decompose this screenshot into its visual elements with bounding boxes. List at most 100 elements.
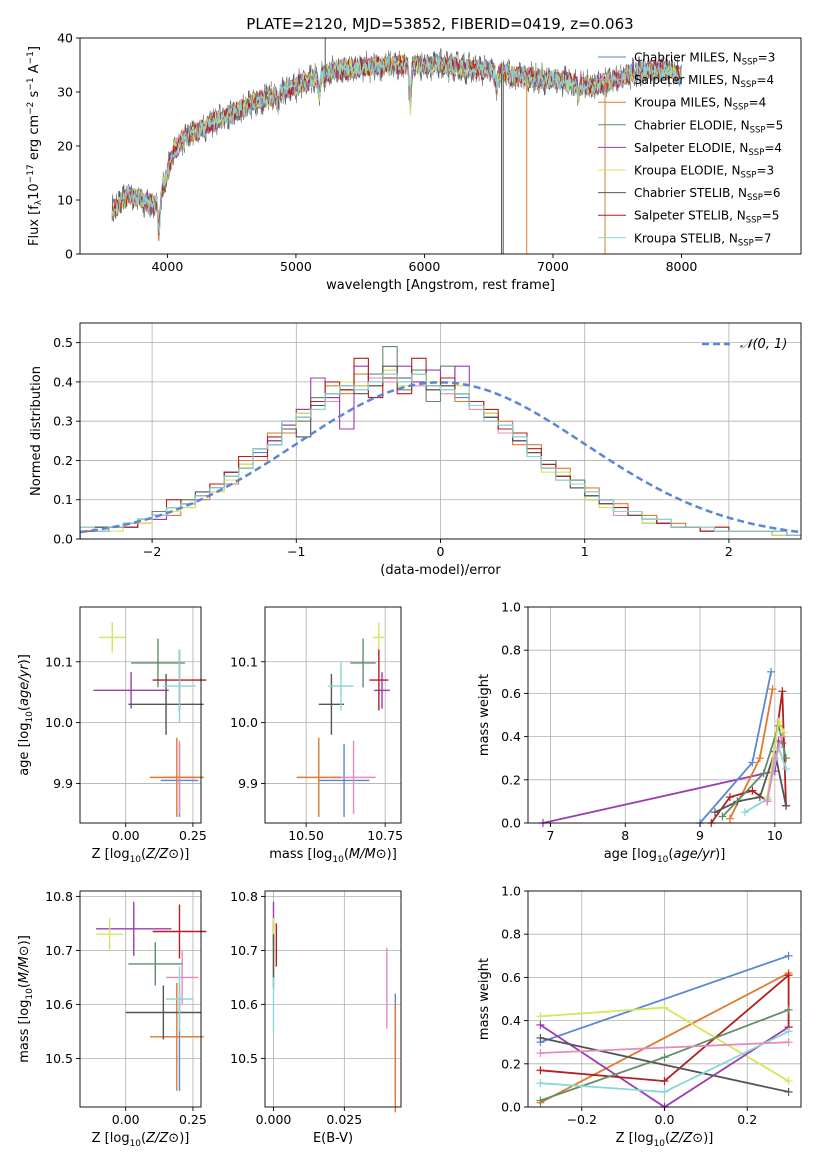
y-axis-label: age [log10(age/yr)] xyxy=(17,654,35,776)
axes-frame xyxy=(264,890,402,1108)
legend-label: Chabrier STELIB, NSSP=6 xyxy=(634,186,781,203)
age-vs-Z-panel: 0.00 0.25 9.9 10.0 10.1 Z [log10(Z/Z⊙)] age [l… xyxy=(17,606,207,865)
legend-label: Kroupa ELODIE, NSSP=3 xyxy=(634,164,774,181)
y-tick-label: 0.8 xyxy=(501,643,521,658)
x-tick-label: 0.025 xyxy=(326,1112,362,1127)
spectrum-lines xyxy=(111,38,682,254)
mass-vs-Z-panel: 0.00 0.25 10.5 10.6 10.7 10.8 Z [log10(Z/Z⊙)] m… xyxy=(17,889,207,1149)
y-tick-label: 0.4 xyxy=(501,1013,521,1028)
x-tick-label: 0 xyxy=(437,544,445,559)
y-tick-label: 0 xyxy=(65,247,73,262)
y-tick-label: 10 xyxy=(57,193,73,208)
y-tick-label: 40 xyxy=(57,31,73,46)
y-tick-label: 10.5 xyxy=(45,1051,73,1066)
x-tick-label: 5000 xyxy=(280,259,312,274)
x-tick-label: 8 xyxy=(621,828,629,843)
y-tick-label: 1.0 xyxy=(501,884,521,899)
spectrum-legend: Chabrier MILES, NSSP=3 Salpeter MILES, NS… xyxy=(598,51,783,248)
y-tick-label: 0.2 xyxy=(501,772,521,787)
legend-label: Salpeter ELODIE, NSSP=4 xyxy=(634,141,782,158)
legend-label: Salpeter STELIB, NSSP=5 xyxy=(634,209,779,226)
y-tick-label: 0.5 xyxy=(53,335,73,350)
y-axis-label: mass weight xyxy=(477,674,492,756)
y-tick-label: 0.4 xyxy=(53,374,73,389)
x-tick-label: 9 xyxy=(696,828,704,843)
y-tick-label: 0.2 xyxy=(501,1056,521,1071)
y-tick-label: 0.0 xyxy=(501,1100,521,1115)
x-tick-label: 0.000 xyxy=(256,1112,292,1127)
x-axis-label: wavelength [Angstrom, rest frame] xyxy=(326,278,555,293)
y-tick-label: 30 xyxy=(57,85,73,100)
weight-line xyxy=(721,722,787,818)
y-axis-label: mass [log10(M/M⊙)] xyxy=(17,935,35,1063)
y-tick-label: 10.1 xyxy=(230,654,258,669)
histograms xyxy=(80,346,801,539)
y-tick-label: 20 xyxy=(57,139,73,154)
x-axis-label: Z [log10(Z/Z⊙)] xyxy=(92,1131,190,1149)
y-tick-label: 0.6 xyxy=(501,970,521,985)
y-tick-label: 0.1 xyxy=(53,492,73,507)
legend-label: 𝒩(0, 1) xyxy=(740,337,787,352)
weight-line xyxy=(540,954,789,1044)
spectrum-line xyxy=(111,55,682,234)
y-tick-label: 0.0 xyxy=(501,816,521,831)
y-tick-label: 10.1 xyxy=(45,654,73,669)
x-tick-label: 10.50 xyxy=(288,828,324,843)
x-axis-label: E(B-V) xyxy=(313,1131,353,1146)
spectrum-panel: 4000 5000 6000 7000 8000 0 10 20 30 40 wavelength … xyxy=(26,31,802,293)
weight-line xyxy=(540,1041,789,1054)
x-tick-label: 6000 xyxy=(409,259,441,274)
mass-vs-ebv-panel: 0.000 0.025 10.5 10.6 10.7 10.8 E(B-V) xyxy=(230,889,402,1146)
y-tick-label: 10.6 xyxy=(230,997,258,1012)
x-tick-label: 0.00 xyxy=(112,828,140,843)
x-tick-label: −0.2 xyxy=(567,1112,597,1127)
spectrum-line xyxy=(111,55,682,231)
y-tick-label: 10.6 xyxy=(45,997,73,1012)
y-tick-label: 0.6 xyxy=(501,686,521,701)
axes-frame xyxy=(527,606,802,824)
y-tick-label: 1.0 xyxy=(501,600,521,615)
y-tick-label: 0.8 xyxy=(501,927,521,942)
y-tick-label: 10.5 xyxy=(230,1051,258,1066)
residuals-panel: −2 −1 0 1 2 0.0 0.1 0.2 0.3 0.4 0.5 (data-model)/er… xyxy=(29,322,802,578)
y-tick-label: 10.0 xyxy=(45,715,73,730)
y-axis-label: Normed distribution xyxy=(29,366,44,496)
x-tick-label: 0.25 xyxy=(179,828,207,843)
x-tick-label: 0.25 xyxy=(179,1112,207,1127)
x-tick-label: −2 xyxy=(143,544,161,559)
x-tick-label: −1 xyxy=(287,544,305,559)
y-tick-label: 9.9 xyxy=(53,776,73,791)
x-tick-label: 10.75 xyxy=(367,828,403,843)
x-tick-label: 7 xyxy=(546,828,554,843)
gaussian-curve xyxy=(80,381,801,534)
y-tick-label: 0.3 xyxy=(53,414,73,429)
x-tick-label: 0.2 xyxy=(737,1112,757,1127)
x-tick-label: 0.00 xyxy=(112,1112,140,1127)
x-tick-label: 2 xyxy=(725,544,733,559)
y-tick-label: 0.4 xyxy=(501,729,521,744)
y-tick-label: 10.7 xyxy=(45,943,73,958)
axes-frame xyxy=(264,606,402,824)
y-tick-label: 10.8 xyxy=(230,889,258,904)
x-axis-label: age [log10(age/yr)] xyxy=(604,847,726,865)
figure-title: PLATE=2120, MJD=53852, FIBERID=0419, z=0… xyxy=(246,15,633,33)
legend-label: Chabrier MILES, NSSP=3 xyxy=(634,51,775,68)
x-tick-label: 7000 xyxy=(537,259,569,274)
histogram-series xyxy=(80,373,801,539)
x-tick-label: 1 xyxy=(581,544,589,559)
y-axis-label: mass weight xyxy=(477,958,492,1040)
y-axis-label: Flux [fλ10−17 erg cm−2 s−1 A−1] xyxy=(26,46,44,246)
x-axis-label: (data-model)/error xyxy=(380,563,501,578)
y-tick-label: 9.9 xyxy=(238,776,258,791)
age-vs-mass-panel: 10.50 10.75 9.9 10.0 10.1 mass [log10(M/M⊙)] xyxy=(230,606,403,865)
legend-label: Kroupa STELIB, NSSP=7 xyxy=(634,231,772,248)
x-tick-label: 0.0 xyxy=(655,1112,675,1127)
x-tick-label: 4000 xyxy=(151,259,183,274)
legend-label: Kroupa MILES, NSSP=4 xyxy=(634,96,766,113)
mass-weight-vs-Z-panel: −0.2 0.0 0.2 0.0 0.2 0.4 0.6 0.8 1.0 Z [log10(Z/Z… xyxy=(477,884,802,1149)
x-axis-label: Z [log10(Z/Z⊙)] xyxy=(92,847,190,865)
axes-frame xyxy=(79,606,202,824)
x-tick-label: 8000 xyxy=(666,259,698,274)
x-axis-label: Z [log10(Z/Z⊙)] xyxy=(616,1131,714,1149)
